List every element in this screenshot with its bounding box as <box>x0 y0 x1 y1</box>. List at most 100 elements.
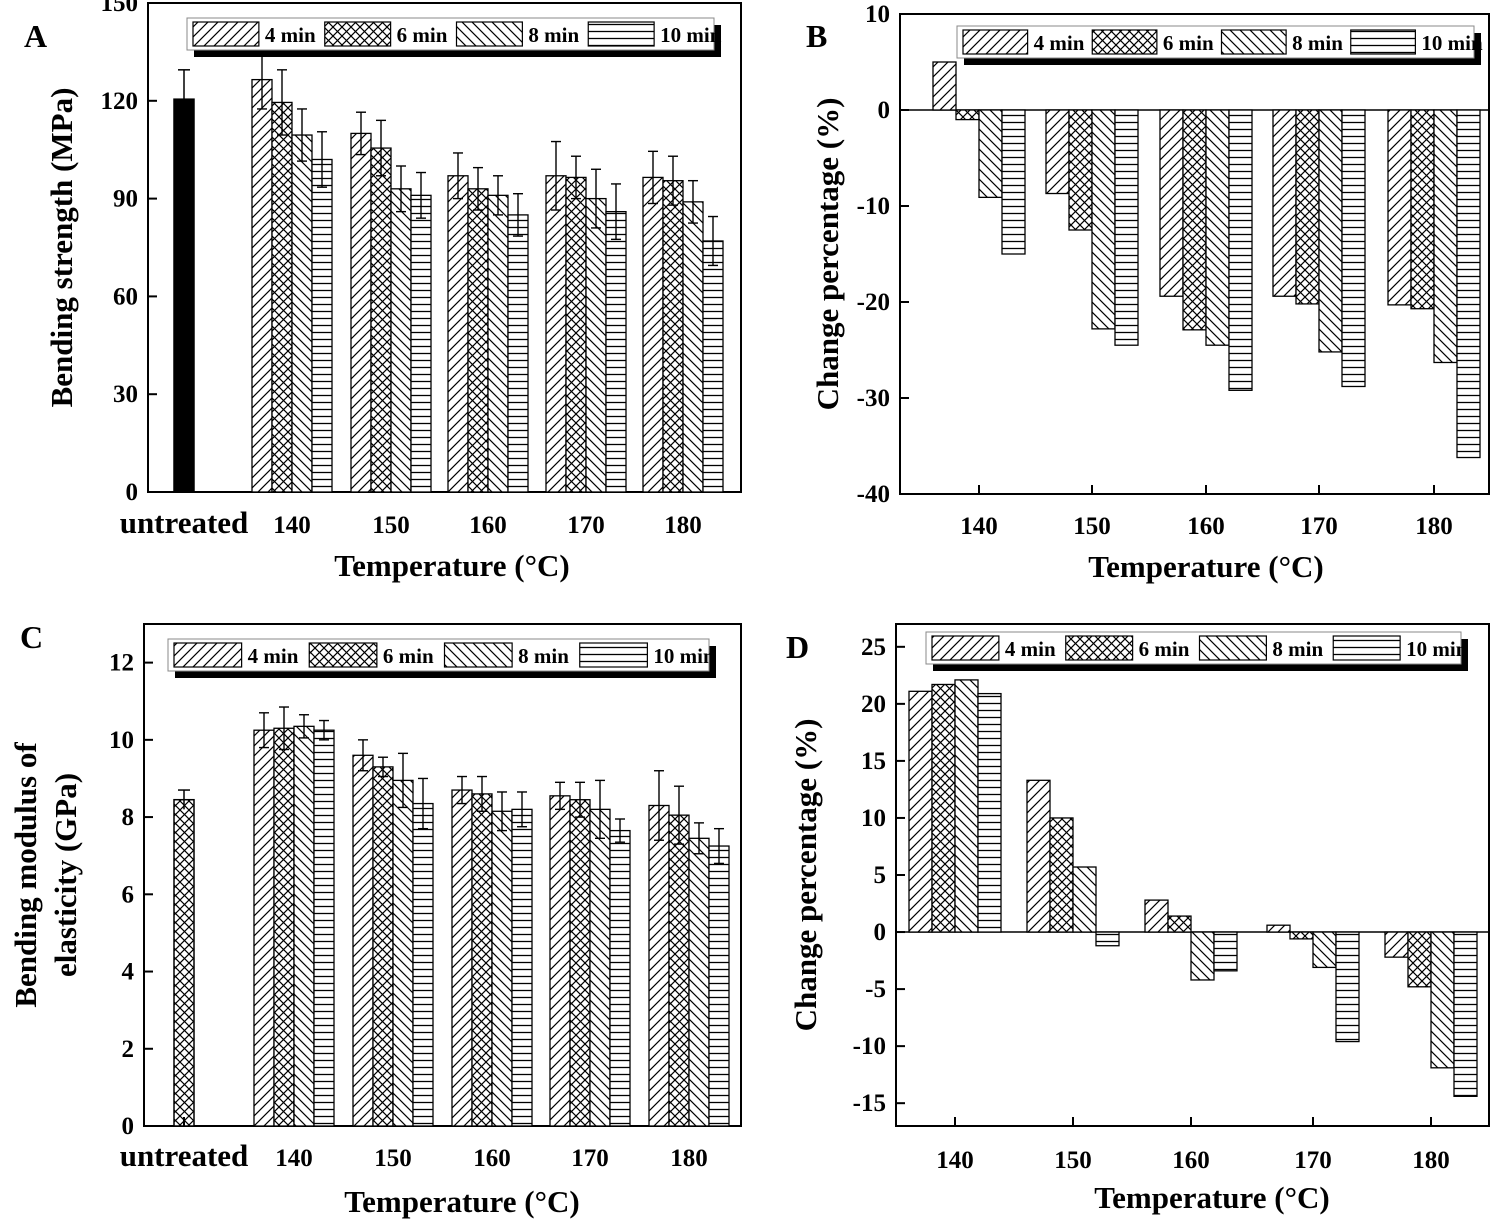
y-tick-label: -20 <box>857 289 890 316</box>
bar-180-4min <box>648 804 670 1127</box>
bar-160-4min <box>1159 109 1184 297</box>
x-tick-label-untreated: untreated <box>120 505 249 540</box>
bar-160-8min <box>491 810 513 1127</box>
legend-swatch-4min <box>931 635 1000 661</box>
bar-170-6min <box>1289 931 1314 940</box>
legend-swatch-6min <box>1065 635 1134 661</box>
legend-label: 8 min <box>528 23 579 47</box>
bar-170-4min <box>1266 924 1291 933</box>
bar-170-6min <box>569 799 591 1127</box>
bar-180-6min <box>1407 931 1432 988</box>
legend-label: 8 min <box>1272 637 1323 661</box>
bar-170-6min <box>565 176 587 493</box>
y-tick-label: 25 <box>861 634 886 661</box>
y-tick-label: 8 <box>122 804 135 831</box>
bar-150-8min <box>390 188 412 493</box>
bar-180-6min <box>1410 109 1435 310</box>
legend-label: 8 min <box>1292 31 1343 55</box>
x-tick-label: 160 <box>469 512 507 539</box>
y-tick-label: 5 <box>874 862 887 889</box>
bar-180-4min <box>1387 109 1412 306</box>
legend-swatch-10min <box>587 21 655 47</box>
y-tick-label: -5 <box>865 976 886 1003</box>
y-tick-label: 6 <box>122 881 135 908</box>
bar-160-4min <box>451 789 473 1127</box>
y-tick-label: 0 <box>874 919 887 946</box>
bar-140-4min <box>908 690 933 933</box>
panel-letter: A <box>24 18 47 54</box>
x-tick-label: 180 <box>1412 1147 1450 1174</box>
bar-170-6min <box>1295 109 1320 305</box>
bar-170-8min <box>1312 931 1337 969</box>
panel-letter: C <box>20 619 43 655</box>
legend-swatch-8min <box>443 642 513 668</box>
bar-160-6min <box>1182 109 1207 331</box>
bar-180-10min <box>1456 109 1481 459</box>
x-tick-label: 150 <box>1073 513 1111 540</box>
x-axis-title: Temperature (°C) <box>1088 549 1323 584</box>
bar-150-4min <box>1026 779 1051 933</box>
x-tick-label: 180 <box>670 1145 708 1172</box>
panel-b-strength-change: B -40 -30 -20 -10 0 10 Change percentage (%) Tem… <box>806 1 1490 584</box>
bar-150-6min <box>1068 109 1093 231</box>
bar-150-10min <box>1114 109 1139 346</box>
y-tick-label: 10 <box>109 727 134 754</box>
bar-140-4min <box>253 729 275 1127</box>
bar-170-10min <box>609 829 631 1127</box>
legend: 4 min 6 min 8 min 10 min <box>956 25 1483 65</box>
legend-swatch-10min <box>579 642 648 668</box>
legend-label: 10 min <box>1421 31 1483 55</box>
bar-160-6min <box>471 793 493 1127</box>
plot-frame <box>899 13 1490 495</box>
legend-label: 4 min <box>1005 637 1056 661</box>
bar-140-8min <box>978 109 1003 199</box>
legend-swatch-10min <box>1350 29 1416 55</box>
panel-d-modulus-change: D -15 -10 -5 0 5 10 15 20 25 Change percentage (%)… <box>786 623 1490 1215</box>
y-tick-label: 2 <box>122 1036 135 1063</box>
bar-180-8min <box>1430 931 1455 1069</box>
legend-label: 10 min <box>653 644 715 668</box>
bar-160-4min <box>1144 899 1169 933</box>
plot-frame <box>143 623 742 1127</box>
bar-170-4min <box>549 795 571 1127</box>
y-tick-label: 4 <box>122 959 135 986</box>
legend-label: 10 min <box>1406 637 1468 661</box>
bar-180-8min <box>1433 109 1458 364</box>
legend-label: 4 min <box>265 23 316 47</box>
x-tick-label: 140 <box>936 1147 974 1174</box>
x-axis-title: Temperature (°C) <box>334 548 569 583</box>
legend: 4 min 6 min 8 min 10 min <box>925 631 1468 671</box>
x-tick-label: 140 <box>273 512 311 539</box>
y-tick-label: -15 <box>853 1090 886 1117</box>
bar-180-6min <box>662 180 684 493</box>
y-tick-label: 0 <box>122 1113 135 1140</box>
legend-swatch-4min <box>962 29 1029 55</box>
bar-150-10min <box>410 194 432 493</box>
legend-swatch-4min <box>173 642 243 668</box>
y-tick-label: 0 <box>126 479 139 506</box>
bar-140-6min <box>955 109 980 121</box>
y-tick-label: 10 <box>865 1 890 28</box>
bar-140-8min <box>954 679 979 933</box>
legend: 4 min 6 min 8 min 10 min <box>186 17 722 57</box>
legend-swatch-8min <box>1198 635 1267 661</box>
plot-frame <box>147 2 742 493</box>
bar-150-8min <box>392 779 414 1127</box>
bar-160-10min <box>1213 931 1238 972</box>
y-axis-title: Bending modulus of elasticity (GPa) <box>8 742 83 1008</box>
bar-140-6min <box>271 101 293 493</box>
y-axis-title-line-1: Bending modulus of <box>8 742 43 1008</box>
legend-swatch-4min <box>192 21 260 47</box>
x-tick-label: 170 <box>1294 1147 1332 1174</box>
y-tick-label: 12 <box>109 650 134 677</box>
y-tick-label: 120 <box>101 88 139 115</box>
legend-label: 6 min <box>1139 637 1190 661</box>
bar-untreated <box>173 798 195 1127</box>
bar-140-6min <box>273 727 295 1127</box>
x-tick-label: 170 <box>1300 513 1338 540</box>
bar-160-10min <box>507 214 529 493</box>
y-tick-label: -40 <box>857 481 890 508</box>
bar-180-10min <box>1453 931 1478 1097</box>
panel-c-modulus-of-elasticity: C 0 2 4 6 8 10 12 Bending modulus of elasticity (… <box>8 619 742 1219</box>
bar-180-8min <box>688 837 710 1127</box>
